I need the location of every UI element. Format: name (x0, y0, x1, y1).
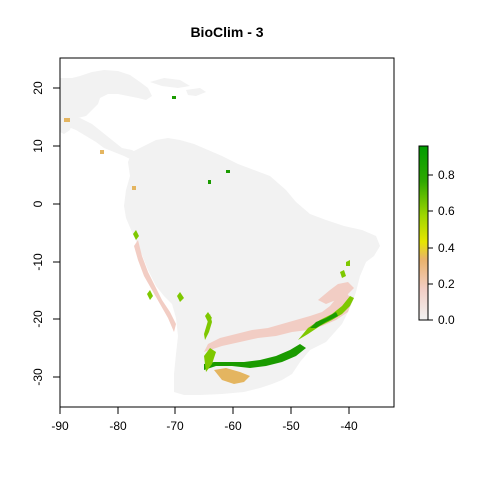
y-tick-label: -20 (31, 310, 45, 328)
x-axis: -90 -80 -70 -60 -50 -40 (51, 406, 358, 433)
legend-label: 0.0 (438, 313, 455, 327)
suitability-overlay (64, 96, 354, 384)
legend-color-bar (418, 145, 429, 321)
x-tick-label: -40 (340, 419, 358, 433)
x-tick-label: -80 (109, 419, 127, 433)
central-isthmus (62, 116, 140, 160)
east-coast-dark-suitability (310, 312, 338, 328)
x-tick-label: -50 (282, 419, 300, 433)
legend-label: 0.8 (438, 168, 455, 182)
legend-label: 0.2 (438, 277, 455, 291)
map-land-layer (60, 70, 380, 395)
southern-chile-strip (204, 314, 212, 340)
x-tick-label: -60 (224, 419, 242, 433)
y-axis: 20 10 0 -10 -20 -30 (31, 81, 61, 386)
pampas-low-suitability-region (204, 292, 352, 352)
y-tick-label: 0 (31, 200, 45, 207)
y-tick-label: 10 (31, 139, 45, 153)
southern-high-suitability-band (204, 344, 306, 370)
map-title: BioClim - 3 (190, 24, 263, 40)
south-america-landmass (124, 138, 380, 395)
y-tick-label: -10 (31, 253, 45, 271)
color-legend: 0.8 0.6 0.4 0.2 0.0 (418, 145, 455, 327)
legend-label: 0.4 (438, 241, 455, 255)
cuba-island (150, 78, 190, 88)
southeast-low-suitability-region (318, 282, 354, 304)
x-tick-label: -70 (166, 419, 184, 433)
northeast-suitability-dots (340, 260, 350, 278)
legend-label: 0.6 (438, 204, 455, 218)
y-tick-label: 20 (31, 81, 45, 95)
north-central-america-landmass (60, 70, 152, 134)
andes-low-suitability-ridge (134, 240, 176, 332)
northwest-suitability-dots (64, 118, 136, 190)
hispaniola-island (186, 88, 206, 96)
x-tick-label: -90 (51, 419, 69, 433)
y-tick-label: -30 (31, 368, 45, 386)
pampas-mid-suitability-region (214, 368, 250, 384)
southern-high-suitability-band-light (204, 348, 216, 372)
